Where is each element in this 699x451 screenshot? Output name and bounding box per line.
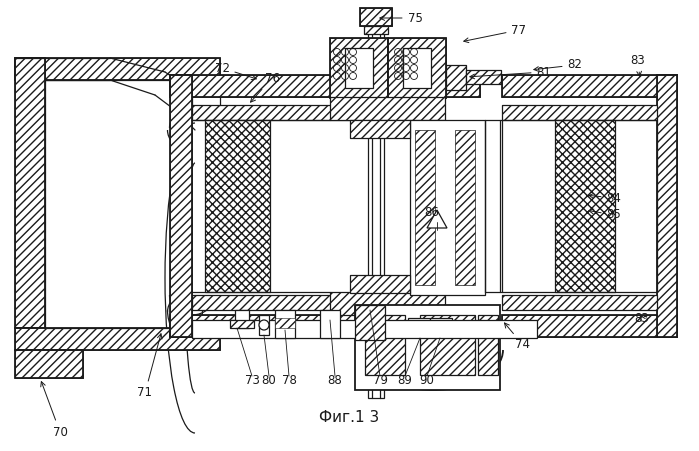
Bar [420,315,475,375]
Bar [15,58,220,80]
Bar [403,48,431,88]
Text: 71: 71 [138,334,162,400]
Bar [330,97,445,120]
Bar [192,295,382,310]
Bar [230,320,254,328]
Bar [466,70,501,84]
Text: 75: 75 [380,11,422,24]
Bar [350,275,410,293]
Bar [365,315,405,375]
Polygon shape [427,210,447,228]
Bar [15,350,83,378]
Bar [350,120,410,138]
Bar [446,65,466,90]
Bar [502,75,677,97]
Bar [657,75,677,337]
Bar [259,315,269,335]
Bar [388,38,446,98]
Bar [410,120,485,295]
Bar [502,315,677,337]
Text: 83: 83 [635,312,649,325]
Bar [355,305,385,340]
Text: 88: 88 [328,373,343,387]
Bar [657,75,677,337]
Bar [15,328,220,350]
Text: 79: 79 [373,373,387,387]
Bar [170,75,192,337]
Text: 85: 85 [589,208,621,221]
Text: 84: 84 [589,192,621,204]
Bar [502,120,657,292]
Text: Фиг.1 3: Фиг.1 3 [319,410,379,425]
Bar [192,295,382,310]
Bar [330,38,388,98]
Bar [235,310,249,328]
Bar [205,120,270,292]
Text: 74: 74 [505,323,531,351]
Text: 86: 86 [424,206,440,218]
Bar [192,105,382,120]
Bar [408,318,430,336]
Text: 90: 90 [419,373,435,387]
Bar [364,26,388,34]
Bar [275,318,295,328]
Bar [502,315,677,337]
Bar [15,58,45,328]
Bar [466,70,501,84]
Bar [502,75,677,97]
Bar [170,75,480,97]
Text: 77: 77 [463,23,526,42]
Bar [502,105,657,120]
Bar [364,26,388,34]
Bar [275,310,295,338]
Bar [350,275,410,293]
Bar [170,315,480,337]
Text: 70: 70 [41,382,67,438]
Text: 83: 83 [630,54,645,76]
Bar [388,38,446,98]
Bar [360,8,392,26]
Circle shape [259,320,269,330]
Bar [170,75,192,337]
Text: 72: 72 [215,61,257,80]
Bar [415,130,435,285]
Bar [330,292,445,315]
Bar [15,328,220,350]
Text: 80: 80 [261,373,276,387]
Bar [192,105,382,120]
Bar [502,295,657,310]
Bar [15,58,45,328]
Bar [320,310,340,338]
Bar [478,315,498,375]
Bar [15,350,83,378]
Bar [360,8,392,26]
Text: 78: 78 [282,373,296,387]
Bar [170,315,480,337]
Bar [350,120,410,138]
Bar [555,120,615,292]
Bar [170,75,480,97]
Bar [446,65,466,90]
Bar [368,8,384,398]
Bar [355,305,500,390]
Text: 82: 82 [534,59,582,72]
Text: 73: 73 [245,373,259,387]
Bar [502,105,657,120]
Bar [502,295,657,310]
Bar [192,320,537,338]
Bar [330,292,445,315]
Bar [15,58,220,80]
Text: 81: 81 [470,65,552,79]
Bar [455,130,475,285]
Text: 76: 76 [250,72,280,102]
Text: 89: 89 [398,373,412,387]
Bar [345,48,373,88]
Bar [430,318,452,336]
Bar [330,97,445,120]
Bar [330,38,388,98]
